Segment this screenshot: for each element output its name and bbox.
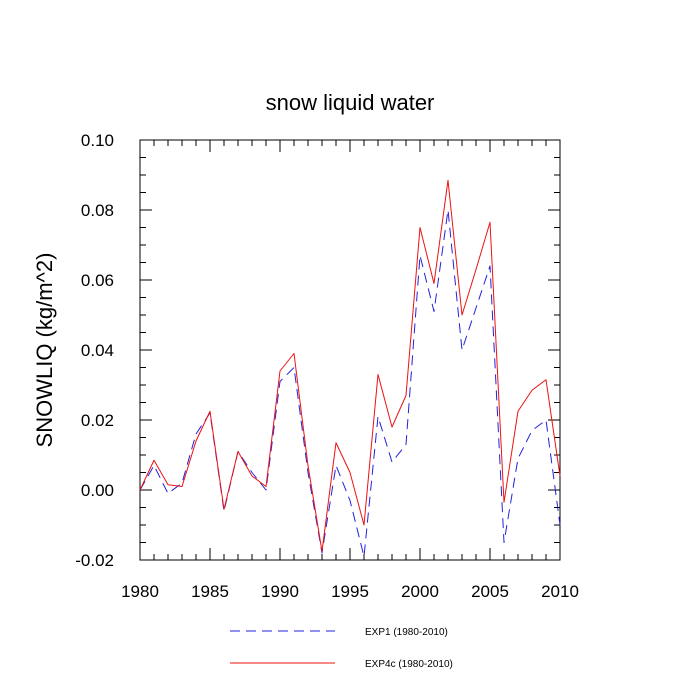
series-line-2 xyxy=(139,179,561,552)
x-tick-label: 1985 xyxy=(191,582,229,601)
x-tick-label: 2000 xyxy=(401,582,439,601)
y-tick-label: 0.04 xyxy=(81,341,114,360)
x-tick-label: 2010 xyxy=(541,582,579,601)
y-tick-label: 0.00 xyxy=(81,481,114,500)
plot-frame xyxy=(139,139,561,561)
series-line-1 xyxy=(139,209,561,557)
chart-title: snow liquid water xyxy=(266,90,435,115)
series-layer xyxy=(139,179,561,557)
legend-label: EXP1 (1980-2010) xyxy=(365,627,448,638)
y-tick-label: 0.02 xyxy=(81,411,114,430)
x-tick-label: 1990 xyxy=(261,582,299,601)
legend-label: EXP4c (1980-2010) xyxy=(365,659,453,670)
y-axis-label: SNOWLIQ (kg/m^2) xyxy=(32,253,57,448)
y-tick-label: 0.10 xyxy=(81,131,114,150)
y-tick-label: 0.08 xyxy=(81,201,114,220)
plot-area xyxy=(139,139,561,561)
x-tick-label: 2005 xyxy=(471,582,509,601)
y-tick-label: 0.06 xyxy=(81,271,114,290)
x-tick-label: 1995 xyxy=(331,582,369,601)
axis-ticks: 1980 1985 1990 1995 2000 2005 2010 -0.02 0.00 0.0… xyxy=(75,131,579,601)
y-tick-label: -0.02 xyxy=(75,551,114,570)
x-tick-label: 1980 xyxy=(121,582,159,601)
legend: EXP1 (1980-2010) EXP4c (1980-2010) xyxy=(230,627,453,670)
